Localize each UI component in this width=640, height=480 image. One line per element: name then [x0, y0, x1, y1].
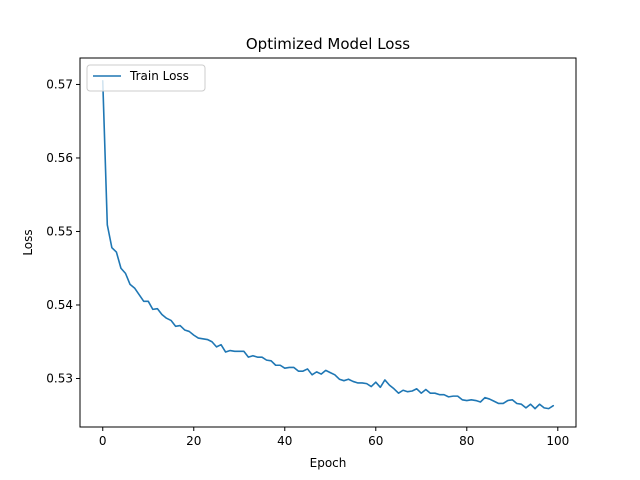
- x-tick-label: 60: [368, 434, 383, 448]
- legend-label-train-loss: Train Loss: [129, 69, 189, 83]
- legend-box: [86, 64, 206, 92]
- y-tick-label: 0.57: [46, 77, 73, 91]
- chart-title: Optimized Model Loss: [246, 35, 410, 53]
- y-tick-label: 0.54: [46, 298, 73, 312]
- series-line-train-loss: [101, 79, 555, 410]
- x-axis-label: Epoch: [310, 456, 347, 470]
- axis-ticks: 0 20 40 60 80 100 0.53 0.54 0.55 0.56 0.57: [46, 77, 569, 448]
- y-tick-label: 0.53: [46, 371, 73, 385]
- x-tick-label: 100: [546, 434, 569, 448]
- x-tick-label: 80: [459, 434, 474, 448]
- y-tick-label: 0.56: [46, 151, 73, 165]
- x-tick-label: 0: [99, 434, 107, 448]
- x-tick-label: 40: [277, 434, 292, 448]
- plot-frame: [79, 57, 577, 428]
- y-tick-label: 0.55: [46, 224, 73, 238]
- x-tick-label: 20: [186, 434, 201, 448]
- y-axis-label: Loss: [21, 229, 35, 255]
- series-layer: [101, 79, 555, 410]
- legend: Train Loss: [86, 64, 206, 92]
